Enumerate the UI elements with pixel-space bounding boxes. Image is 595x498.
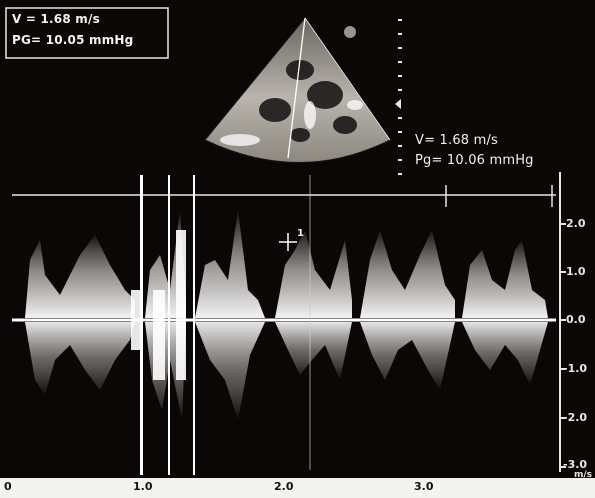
right-velocity-readout: V= 1.68 m/s bbox=[415, 133, 499, 148]
readout-box-outline bbox=[5, 7, 169, 59]
velocity-tick-label: -1.0 bbox=[563, 362, 588, 375]
depth-marker-triangle bbox=[395, 99, 401, 109]
cursor-marker-label: 1 bbox=[297, 228, 305, 239]
doppler-envelope-negative bbox=[25, 322, 548, 420]
velocity-unit-label: m/s bbox=[574, 470, 593, 480]
velocity-tick-label: 1.0 bbox=[566, 265, 586, 278]
doppler-envelope-positive bbox=[25, 210, 548, 318]
velocity-tick-label: 2.0 bbox=[566, 217, 586, 230]
right-gradient-readout: Pg= 10.06 mmHg bbox=[415, 153, 534, 168]
velocity-tick-label: 0.0 bbox=[566, 313, 586, 326]
top-velocity-readout: V = 1.68 m/s bbox=[12, 12, 100, 26]
time-tick-label: 3.0 bbox=[414, 480, 434, 493]
depth-scale-marks bbox=[398, 19, 402, 175]
vertical-artifact-bands bbox=[131, 175, 195, 475]
status-dot bbox=[344, 26, 356, 38]
time-tick-label: 1.0 bbox=[133, 480, 153, 493]
velocity-tick-label: -3.0 bbox=[563, 458, 588, 471]
velocity-tick-label: -2.0 bbox=[563, 411, 588, 424]
time-tick-label: 0 bbox=[4, 480, 12, 493]
time-tick-label: 2.0 bbox=[274, 480, 294, 493]
measurement-crosshair-icon bbox=[279, 233, 297, 251]
time-scale-band bbox=[0, 478, 595, 498]
top-gradient-readout: PG= 10.05 mmHg bbox=[12, 33, 134, 47]
echo-sector-image bbox=[204, 17, 391, 163]
